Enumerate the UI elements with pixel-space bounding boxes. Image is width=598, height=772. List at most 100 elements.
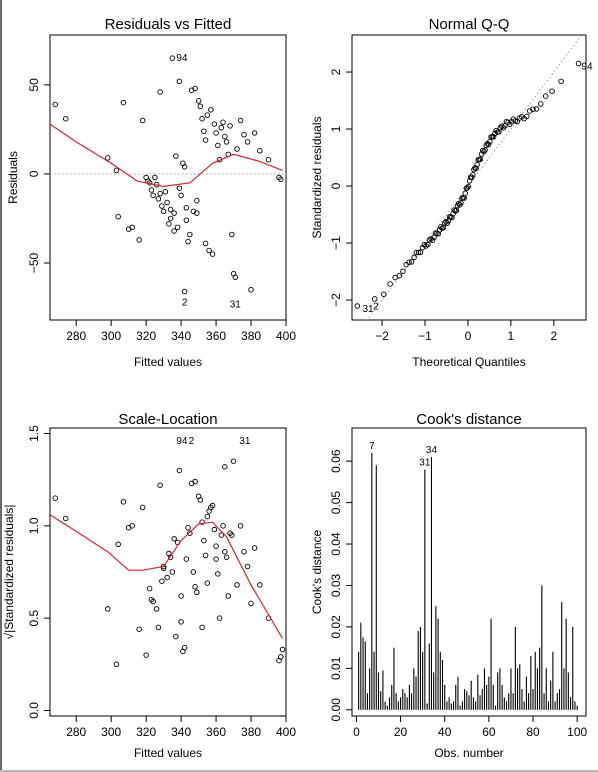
data-point [468,174,475,181]
data-point [278,654,284,660]
data-point [222,464,228,470]
point-annotation: 2 [182,298,188,309]
data-point [136,237,142,243]
y-axis-label: Cook's distance [310,530,324,615]
data-point [237,117,244,124]
data-point [251,130,258,136]
x-tick-label: 100 [567,725,587,739]
data-point [173,153,179,159]
data-point [192,85,198,92]
x-tick-label: 300 [101,725,121,739]
data-point [372,296,378,302]
x-tick-label: 300 [101,329,121,343]
x-tick-label: 380 [241,725,261,739]
data-point [187,530,193,536]
data-point [558,78,564,85]
data-point [408,259,415,265]
data-point [155,196,162,202]
data-point [174,224,181,231]
data-point [202,137,209,143]
y-tick-label: 0.03 [329,573,343,597]
y-tick-label: 1.5 [27,425,41,442]
y-tick-label: 50 [27,78,41,92]
data-point [171,228,177,234]
data-point [167,206,174,213]
data-point [178,192,184,199]
point-annotation: 31 [362,304,374,315]
data-point [199,519,205,525]
data-point [183,205,190,211]
data-point [197,497,204,503]
data-point [52,101,58,108]
x-tick-label: 20 [394,725,408,739]
x-tick-label: 360 [206,725,226,739]
data-point [257,148,263,154]
data-point [204,580,211,586]
x-tick-label: 340 [171,329,191,343]
data-point [162,188,169,195]
data-point [199,624,205,631]
point-annotation: 31 [230,299,242,310]
window-edge-bottom [0,770,598,772]
data-point [183,217,190,223]
data-point [230,458,237,464]
data-point [178,619,184,625]
y-tick-label: 0.05 [329,491,343,515]
y-tick-label: −2 [329,293,343,307]
data-point [215,142,221,149]
data-point [234,146,240,152]
data-point [499,123,505,129]
window-edge-left [0,0,2,772]
data-point [190,569,197,575]
data-point [257,582,263,588]
x-tick-label: 80 [526,725,540,739]
data-point [183,556,190,562]
data-point [166,221,172,227]
data-point [211,121,218,127]
smoother-line [50,123,283,188]
x-tick-label: 320 [136,725,156,739]
data-point [167,554,174,560]
x-tick-label: 0 [353,725,360,739]
plot-frame [351,427,587,717]
point-annotation: 2 [373,301,379,312]
data-point [497,124,504,131]
y-axis-label: Standardized residuals [310,116,324,238]
data-point [222,548,228,555]
y-tick-label: 0 [329,182,343,189]
y-tick-label: 1.0 [27,517,41,534]
data-point [213,130,219,136]
data-point [209,502,216,509]
data-point [169,569,176,575]
data-point [537,101,544,107]
data-point [202,552,209,559]
data-point [159,578,165,584]
data-point [251,545,258,551]
point-annotation: 31 [419,457,431,468]
data-point [443,218,449,225]
x-tick-label: 0 [465,329,472,343]
data-point [157,89,163,95]
data-point [201,537,207,544]
data-point [194,197,200,204]
data-point [248,600,254,607]
data-point [187,231,193,238]
data-point [164,199,170,206]
chart-title: Cook's distance [416,411,521,428]
data-point [542,93,549,99]
data-point [185,238,191,245]
data-point [150,192,156,199]
point-annotation: 34 [426,445,438,456]
data-point [173,633,179,640]
point-annotation: 94 [176,53,188,64]
data-point [234,582,240,588]
data-point [62,515,69,522]
y-tick-label: 0.5 [27,609,41,626]
y-tick-label: 0.02 [329,615,343,639]
x-axis-label: Theoretical Quantiles [412,355,525,369]
data-point [470,172,476,178]
data-point [195,98,202,104]
x-tick-label: 340 [171,725,191,739]
smoother-line [50,514,284,639]
